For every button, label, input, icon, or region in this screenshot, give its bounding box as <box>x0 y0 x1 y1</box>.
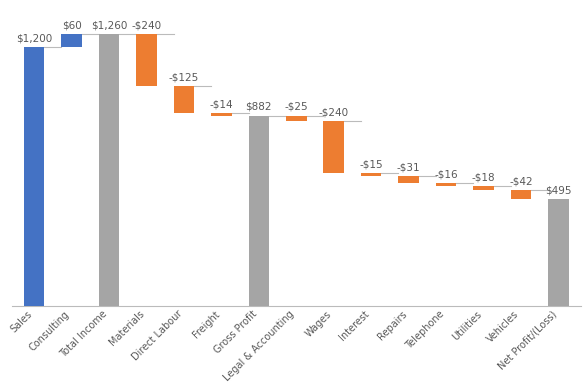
Bar <box>249 116 269 306</box>
Bar <box>99 34 119 306</box>
Bar <box>436 183 456 186</box>
Bar <box>398 176 419 183</box>
Bar <box>473 186 494 190</box>
Text: -$25: -$25 <box>284 102 308 112</box>
Text: -$14: -$14 <box>209 99 233 109</box>
Text: $60: $60 <box>62 21 81 31</box>
Text: -$240: -$240 <box>319 107 349 117</box>
Bar <box>211 113 232 116</box>
Text: $495: $495 <box>545 185 572 195</box>
Text: $882: $882 <box>246 102 272 112</box>
Bar <box>61 34 82 47</box>
Text: -$16: -$16 <box>434 169 458 179</box>
Bar <box>324 121 344 173</box>
Bar <box>174 86 194 113</box>
Text: -$240: -$240 <box>132 21 161 31</box>
Text: -$31: -$31 <box>397 162 421 172</box>
Text: -$18: -$18 <box>472 173 495 182</box>
Bar <box>286 116 307 121</box>
Text: -$125: -$125 <box>169 72 199 82</box>
Bar <box>136 34 157 86</box>
Text: $1,260: $1,260 <box>91 21 128 31</box>
Bar <box>24 47 44 306</box>
Bar <box>361 173 381 176</box>
Text: $1,200: $1,200 <box>16 33 52 43</box>
Bar <box>511 190 531 199</box>
Bar <box>548 199 569 306</box>
Text: -$42: -$42 <box>509 176 533 186</box>
Text: -$15: -$15 <box>359 159 383 169</box>
